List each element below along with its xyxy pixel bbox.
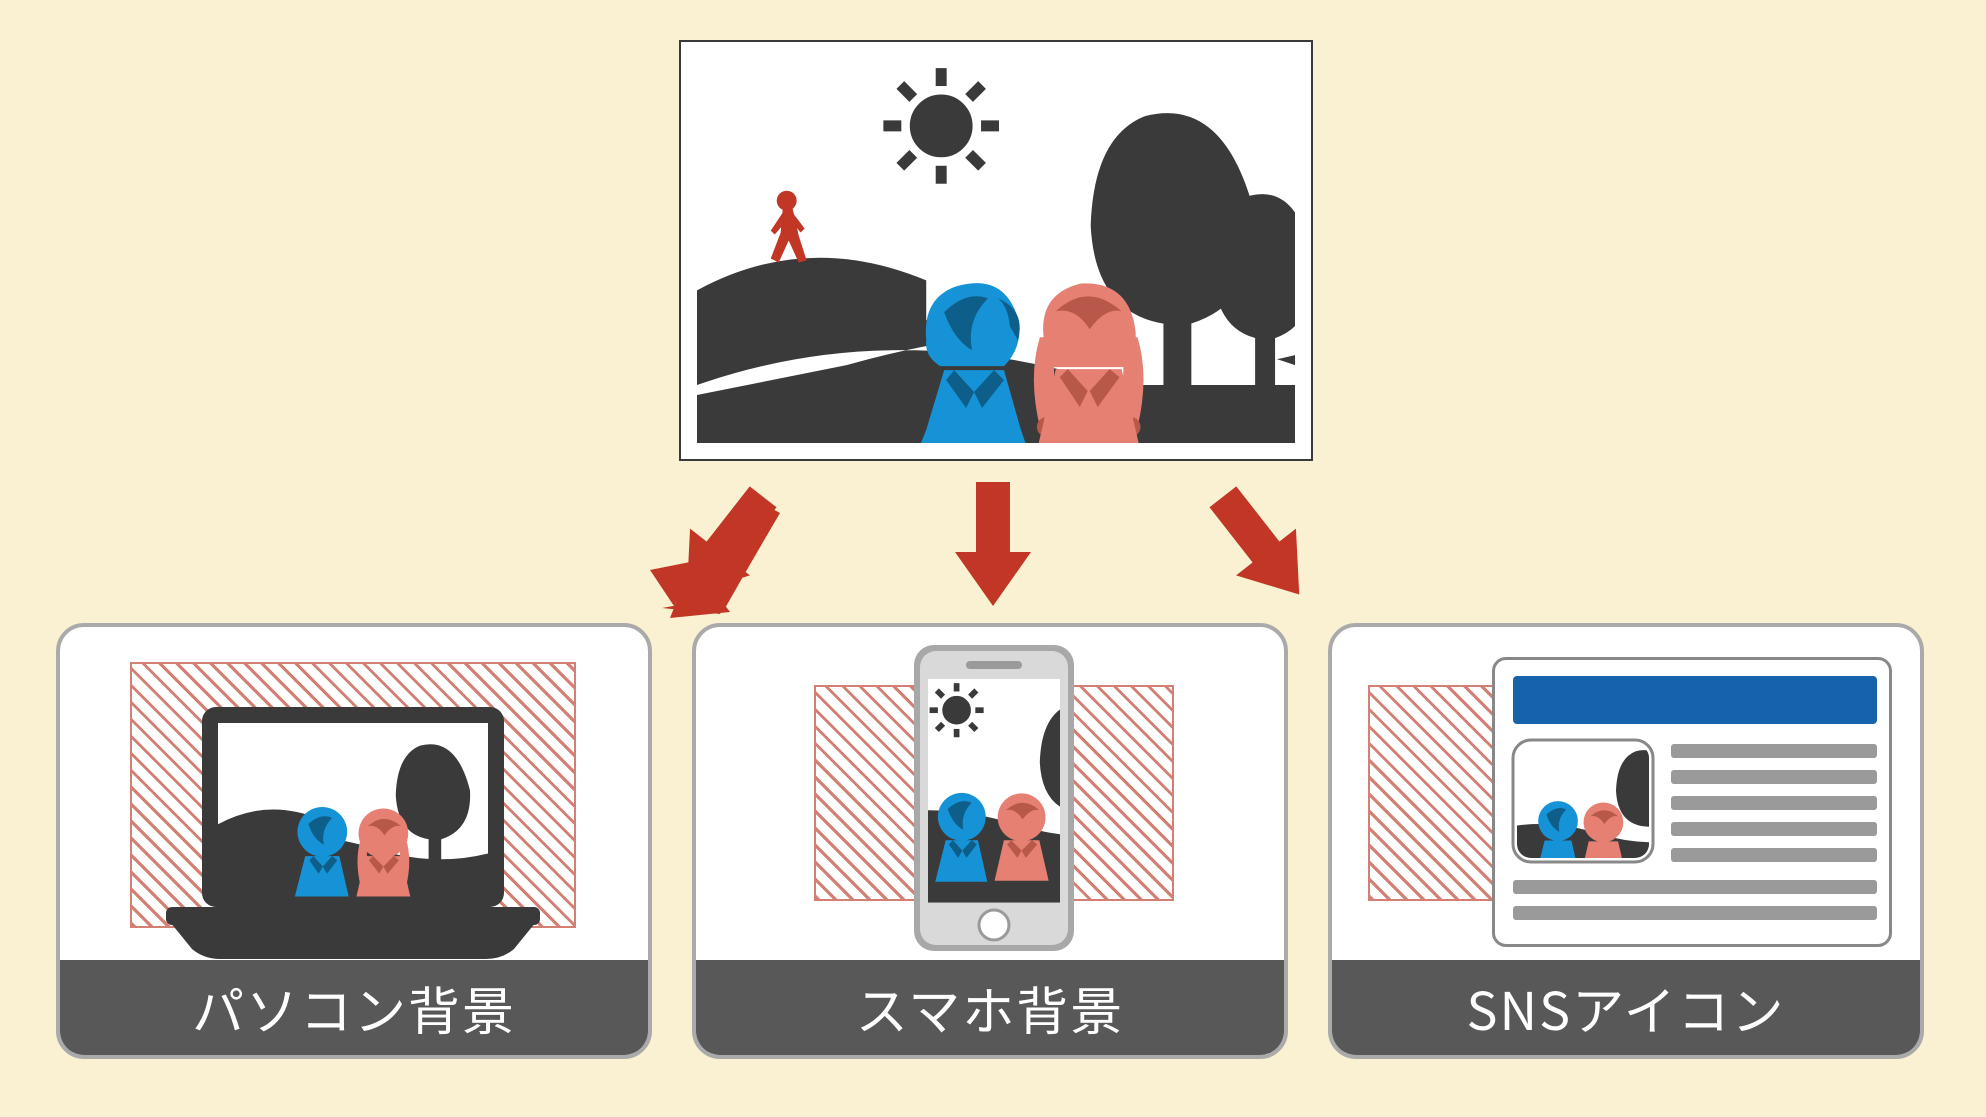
sns-window — [1492, 657, 1892, 947]
cards-row: パソコン背景 — [56, 623, 1932, 1059]
card-sns: SNSアイコン — [1328, 623, 1924, 1059]
arrow-to-laptop — [650, 490, 790, 620]
laptop-icon — [166, 707, 540, 959]
card-label: パソコン背景 — [60, 960, 648, 1055]
card-laptop: パソコン背景 — [56, 623, 652, 1059]
card-label: SNSアイコン — [1332, 960, 1920, 1055]
card-label: スマホ背景 — [696, 960, 1284, 1055]
card-phone: スマホ背景 — [692, 623, 1288, 1059]
photo-illustration — [697, 58, 1295, 443]
source-photo — [679, 40, 1313, 461]
phone-icon — [914, 645, 1074, 951]
